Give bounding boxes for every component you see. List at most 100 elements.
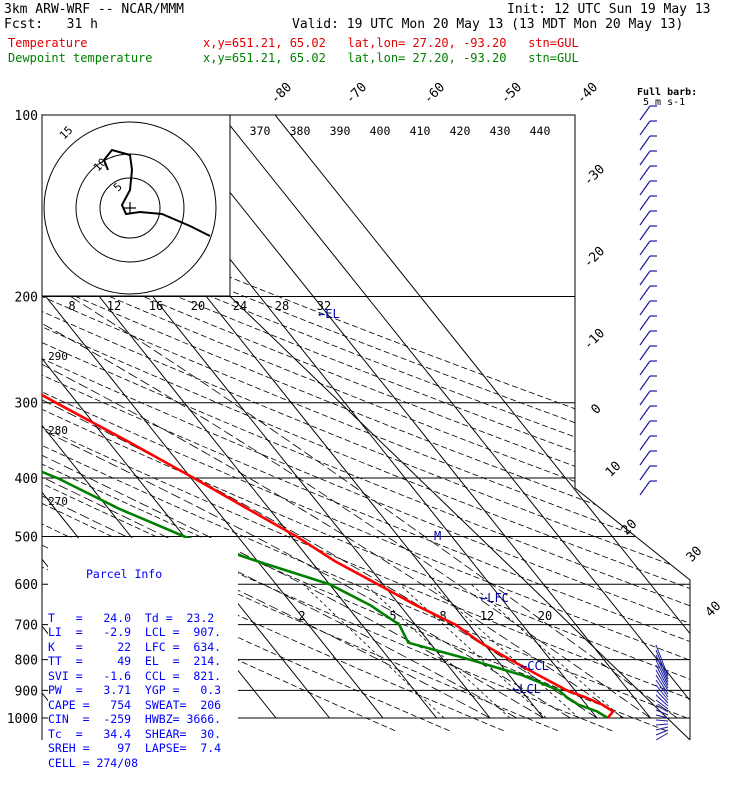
surface-barb — [655, 729, 669, 736]
theta-label: 420 — [450, 124, 471, 138]
wind-speed-label: 8 — [68, 299, 75, 313]
barb-legend-value: 5 m s-1 — [643, 97, 685, 108]
surface-barb — [655, 649, 669, 680]
isotherm-label: -30 — [581, 162, 608, 189]
pressure-label: 200 — [15, 291, 38, 306]
parcel-info-line: K = 22 LFC = 634. — [48, 639, 222, 654]
wind-barb — [639, 285, 651, 301]
mixing-ratio-label: 20 — [538, 609, 552, 623]
wind-barb — [639, 210, 651, 226]
surface-barb — [655, 644, 669, 677]
wind-barb — [639, 315, 651, 331]
pressure-label: 600 — [15, 578, 38, 593]
isotherm-label: -80 — [268, 80, 295, 107]
isotherm-label: 10 — [603, 459, 625, 481]
wind-barb — [639, 240, 651, 256]
parcel-info-line: CIN = -259 HWBZ= 3666. — [48, 712, 222, 726]
wind-barb — [639, 465, 651, 481]
pressure-label: 900 — [15, 684, 38, 699]
isotherm-label: 30 — [684, 544, 706, 566]
parcel-info-line: SVI = -1.6 CCL = 821. — [48, 668, 222, 683]
isotherm-line — [42, 115, 384, 719]
parcel-info-line: CAPE = 754 SWEAT= 206 — [48, 697, 222, 712]
pressure-label: 400 — [15, 472, 38, 487]
moist-adiabat — [42, 296, 625, 719]
parcel-info-line: TT = 49 EL = 214. — [48, 654, 222, 668]
parcel-info-line: T = 24.0 Td = 23.2 — [48, 610, 215, 625]
surface-barb — [655, 732, 669, 740]
valid-time: Valid: 19 UTC Mon 20 May 13 (13 MDT Mon … — [292, 17, 684, 32]
wind-barb — [639, 420, 651, 436]
wind-barb — [639, 390, 651, 406]
surface-barb — [655, 719, 669, 722]
wind-speed-label: 24 — [233, 299, 247, 313]
dry-adiabat — [42, 115, 690, 732]
wind-barb — [639, 120, 651, 136]
surface-barb — [655, 694, 669, 707]
model-title: 3km ARW-WRF -- NCAR/MMM — [4, 2, 185, 17]
wind-speed-label: 12 — [107, 299, 121, 313]
annotation-lcl: ←LCL — [512, 682, 541, 696]
init-time: Init: 12 UTC Sun 19 May 13 — [507, 2, 711, 17]
hodograph-ring — [43, 121, 217, 295]
hodograph-trace — [102, 148, 211, 237]
moist-adiabat — [42, 296, 517, 719]
surface-barb — [655, 679, 669, 698]
theta-side-label: 290 — [48, 350, 68, 363]
wind-barb — [639, 105, 651, 121]
dry-adiabat — [42, 115, 690, 732]
dewpoint-trace — [42, 115, 609, 720]
surface-barb — [655, 669, 669, 692]
surface-barb — [655, 699, 669, 710]
wind-barb — [639, 270, 651, 286]
surface-barb — [655, 709, 669, 716]
mixing-ratio-label: 5 — [389, 609, 396, 623]
wind-barb — [639, 150, 651, 166]
theta-label: 370 — [250, 124, 271, 138]
wind-barb — [639, 330, 651, 346]
isotherm-label: 20 — [619, 517, 641, 539]
parcel-info-title: Parcel Info — [86, 567, 163, 581]
theta-label: 380 — [290, 124, 311, 138]
isotherm-label: -50 — [498, 80, 525, 107]
isotherm-line — [230, 115, 690, 719]
dry-adiabat — [42, 115, 690, 732]
wind-barb — [639, 135, 651, 151]
dry-adiabat — [42, 115, 667, 732]
parcel-info-line: Tc = 34.4 SHEAR= 30. — [48, 726, 222, 741]
isotherm-label: -70 — [343, 80, 370, 107]
isotherm-line — [42, 115, 330, 719]
annotation-m: M — [434, 529, 441, 543]
dewpoint-legend: Dewpoint temperature — [8, 51, 153, 65]
wind-barb — [639, 255, 651, 271]
theta-label: 390 — [330, 124, 351, 138]
wind-barb — [639, 225, 651, 241]
theta-side-label: 280 — [48, 424, 68, 437]
mixing-ratio-line — [302, 583, 445, 719]
dry-adiabat — [42, 115, 690, 732]
dry-adiabat — [42, 115, 690, 732]
isotherm-label: -20 — [581, 244, 608, 271]
pressure-label: 100 — [15, 109, 38, 124]
annotation-el: ←EL — [318, 307, 340, 321]
wind-barb — [639, 375, 651, 391]
wind-speed-label: 16 — [149, 299, 163, 313]
temperature-station-info: x,y=651.21, 65.02 lat,lon= 27.20, -93.20… — [203, 36, 579, 50]
diagram-border — [40, 114, 691, 740]
hodograph-box — [41, 114, 231, 297]
surface-barb — [655, 654, 669, 683]
dry-adiabat — [42, 115, 690, 732]
dry-adiabat — [42, 115, 690, 732]
wind-barb — [639, 165, 651, 181]
wind-barb — [639, 480, 651, 496]
isotherm-label: -60 — [421, 80, 448, 107]
theta-label: 410 — [410, 124, 431, 138]
parcel-info-line: SREH = 97 LAPSE= 7.4 — [48, 741, 222, 755]
wind-speed-label: 20 — [191, 299, 205, 313]
wind-barb — [639, 300, 651, 316]
wind-barb — [639, 180, 651, 196]
mixing-ratio-line — [430, 583, 580, 719]
isotherm-label: -10 — [581, 326, 608, 353]
theta-label: 430 — [490, 124, 511, 138]
